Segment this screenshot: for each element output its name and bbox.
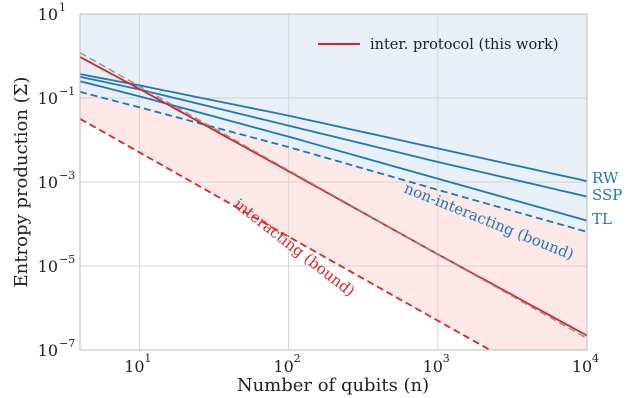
y-tick-exponent: 1 (59, 1, 66, 14)
x-tick-label: 10 (572, 357, 592, 376)
plot-frame (79, 13, 588, 351)
x-tick-exponent: 3 (443, 352, 450, 365)
y-axis-label: Entropy production (Σ) (11, 77, 32, 288)
x-tick-exponent: 1 (144, 352, 151, 365)
y-tick-label: 10 (38, 5, 58, 24)
y-tick-label: 10 (38, 341, 58, 360)
tick-labels: 10 1 10 2 10 3 10 410 110 −110 −310 −510 −7 (38, 1, 599, 376)
y-tick-exponent: −7 (59, 337, 75, 350)
shaded-regions (80, 14, 587, 350)
series-line-reference (80, 52, 587, 339)
annotation-tl: TL (592, 210, 612, 228)
y-tick-label: 10 (38, 89, 58, 108)
x-axis-label: Number of qubits (n) (237, 375, 429, 396)
grid-lines (80, 14, 587, 350)
y-tick-label: 10 (38, 173, 58, 192)
series-line-rw (80, 73, 587, 182)
series-line-ssp (80, 75, 587, 198)
y-tick-label: 10 (38, 257, 58, 276)
legend-label: inter. protocol (this work) (370, 37, 559, 53)
fill-above-noninteracting (80, 14, 587, 232)
fill-between-bounds (80, 91, 587, 350)
annotation-rw: RW (592, 169, 619, 187)
x-tick-label: 10 (423, 357, 443, 376)
series-lines (80, 52, 587, 350)
y-tick-exponent: −3 (59, 169, 75, 182)
x-tick-exponent: 2 (294, 352, 301, 365)
y-tick-exponent: −5 (59, 253, 75, 266)
x-tick-label: 10 (273, 357, 293, 376)
annotation-ssp: SSP (592, 186, 622, 204)
legend: inter. protocol (this work) (318, 37, 559, 53)
x-tick-label: 10 (124, 357, 144, 376)
y-tick-exponent: −1 (59, 85, 75, 98)
x-tick-exponent: 4 (592, 352, 599, 365)
series-line-interacting-bound (80, 117, 492, 350)
